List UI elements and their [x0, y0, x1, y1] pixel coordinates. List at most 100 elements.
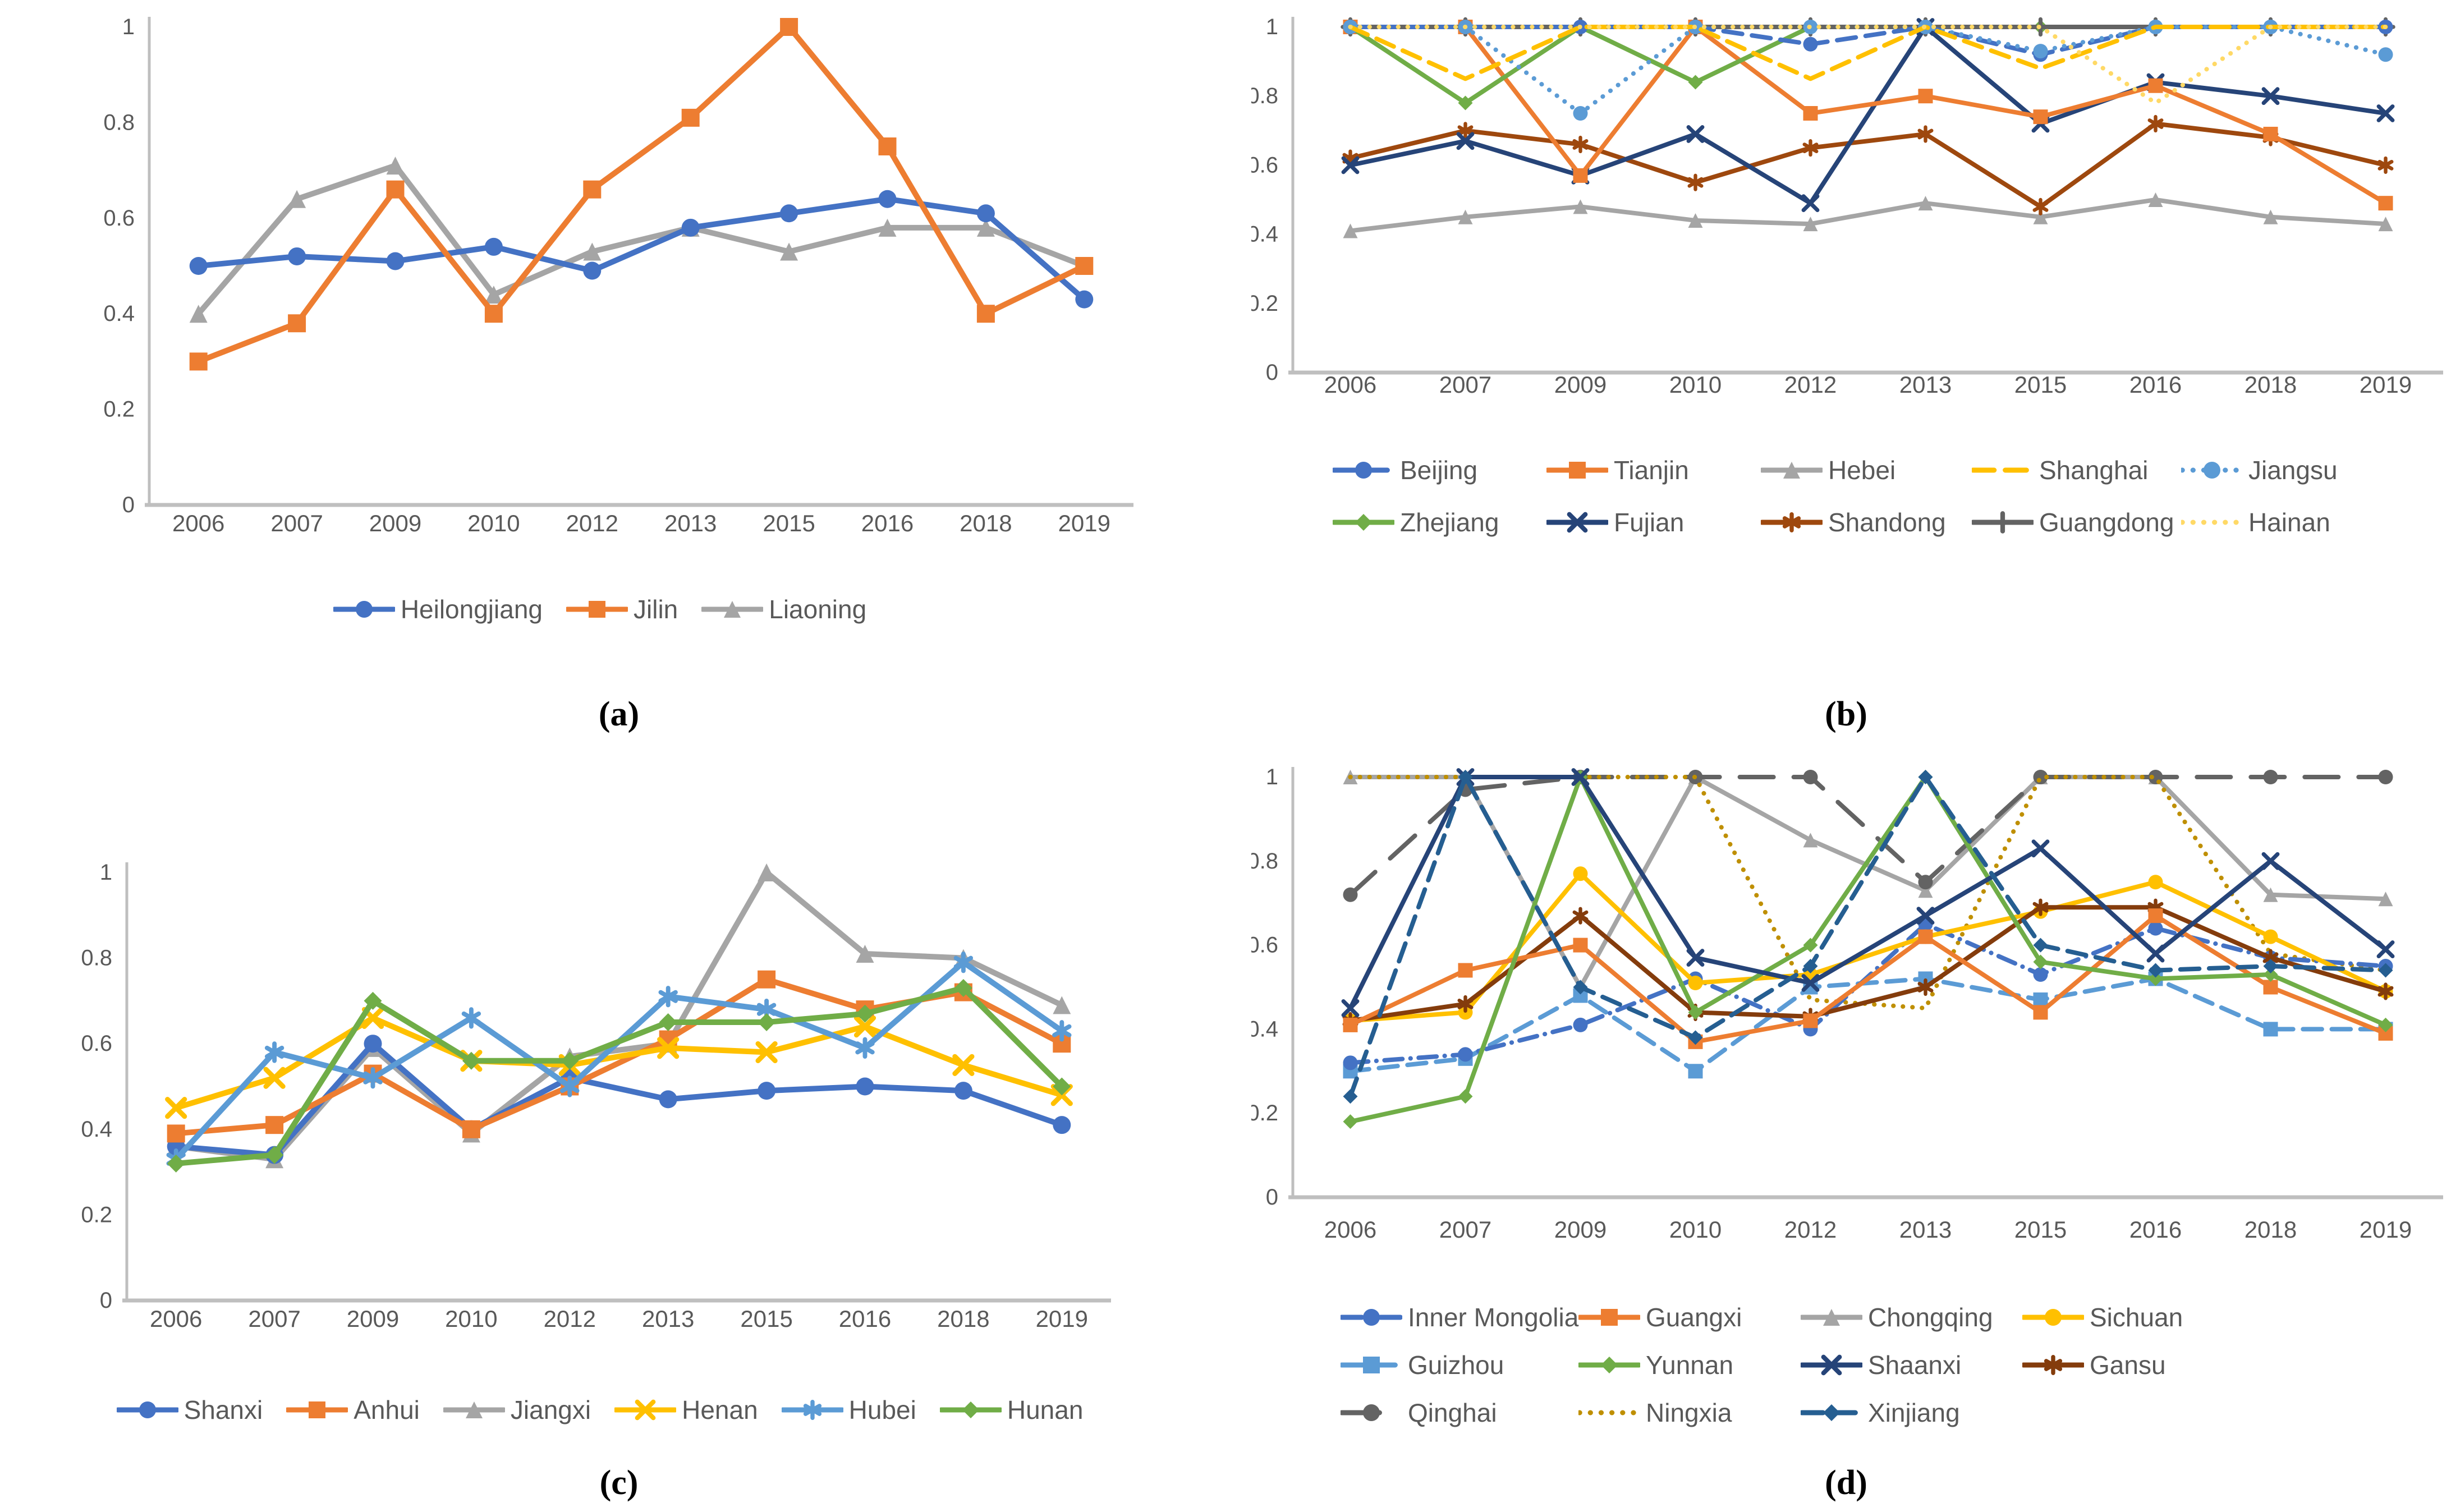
- series-guangxi-marker: [2148, 908, 2163, 923]
- x-tick-label: 2006: [150, 1306, 202, 1332]
- series-anhui-marker: [265, 1116, 284, 1134]
- series-xinjiang-marker: [1573, 980, 1588, 995]
- series-shandong-marker: [1802, 139, 1819, 157]
- caption-a: (a): [598, 695, 640, 733]
- series-yunnan-line: [1348, 775, 2388, 1124]
- series-shaanxi-marker: [1916, 907, 1935, 925]
- series-heilongjiang-marker: [288, 247, 306, 265]
- series-hubei-marker: [658, 986, 678, 1008]
- series-xinjiang-marker: [2263, 959, 2278, 974]
- x-tick-label: 2013: [642, 1306, 694, 1332]
- series-hunan-marker: [364, 991, 382, 1010]
- y-tick-label: 1: [122, 15, 135, 39]
- series-shandong-line: [1348, 121, 2388, 209]
- series-liaoning-marker: [288, 190, 306, 208]
- series-shaanxi-marker: [2031, 839, 2050, 858]
- series-liaoning-marker: [484, 286, 503, 304]
- series-hebei-marker: [1343, 223, 1358, 238]
- series-chongqing-marker: [1803, 833, 1818, 848]
- x-tick-label: 2010: [467, 510, 520, 536]
- series-jilin-marker: [1075, 257, 1094, 275]
- series-hebei-line: [1348, 197, 2388, 233]
- series-henan-marker: [755, 1041, 778, 1064]
- x-tick-label: 2009: [1554, 1216, 1607, 1243]
- series-tianjin-marker: [2378, 196, 2393, 211]
- series-heilongjiang-marker: [878, 190, 897, 208]
- series-guangxi-marker: [1803, 1013, 1818, 1028]
- series-guizhou-marker: [1688, 1064, 1703, 1079]
- caption-c: (c): [599, 1464, 639, 1502]
- series-guangxi-line: [1348, 913, 2388, 1044]
- series-hunan-marker: [265, 1146, 284, 1164]
- series-yunnan-marker: [1458, 1089, 1473, 1104]
- x-tick-label: 2007: [1439, 1216, 1491, 1243]
- y-tick-label: 0.2: [1251, 291, 1278, 316]
- series-heilongjiang-marker: [780, 204, 798, 223]
- series-yunnan-marker: [2033, 954, 2048, 969]
- series-hainan-line: [1348, 25, 2388, 105]
- x-tick-label: 2016: [2129, 1216, 2182, 1243]
- series-chongqing-marker: [1918, 883, 1933, 898]
- series-hunan-line: [173, 985, 1065, 1166]
- series-jilin-marker: [583, 180, 602, 199]
- y-tick-label: 0.8: [1251, 849, 1278, 874]
- series-sichuan-marker: [2148, 875, 2163, 890]
- series-guizhou-marker: [2263, 1022, 2278, 1037]
- series-hebei-marker: [2378, 217, 2393, 232]
- series-jiangsu-marker: [2033, 44, 2048, 59]
- series-guangxi-marker: [1343, 1017, 1358, 1032]
- series-anhui-marker: [462, 1120, 480, 1138]
- series-guangxi-marker: [2263, 980, 2278, 995]
- chart-b-svg: 1 0.8 0.6 0.4 0.2 0 2006 2007 2009 2010 2012 2013 20…: [1247, 15, 2443, 398]
- series-xinjiang-marker: [2148, 963, 2163, 978]
- series-jilin-marker: [288, 314, 306, 333]
- series-guizhou-marker: [2033, 992, 2048, 1007]
- series-hebei-marker: [2148, 192, 2163, 207]
- y-tick-label: 0.4: [81, 1117, 112, 1142]
- series-jiangxi-line: [173, 870, 1065, 1162]
- y-tick-label: 0.6: [81, 1031, 112, 1056]
- series-inner-mongolia-marker: [2033, 967, 2048, 982]
- x-tick-label: 2013: [1899, 1216, 1952, 1243]
- series-heilongjiang-marker: [386, 252, 405, 270]
- series-guangxi-marker: [1458, 963, 1473, 978]
- series-shandong-marker: [2147, 114, 2164, 133]
- series-shaanxi-marker: [1686, 949, 1705, 967]
- x-tick-label: 2007: [1439, 371, 1491, 398]
- series-xinjiang-marker: [2033, 937, 2048, 953]
- x-tick-label: 2006: [1324, 1216, 1376, 1243]
- series-hubei-marker: [461, 1007, 481, 1029]
- chart-d-plot: 1 0.8 0.6 0.4 0.2 0 2006 2007 2009 2010 2012 2013 20…: [1247, 746, 2451, 1470]
- series-shaanxi-line: [1348, 775, 2388, 1010]
- x-tick-label: 2019: [2360, 1216, 2412, 1243]
- x-tick-label: 2015: [2014, 371, 2067, 398]
- series-shanxi-marker: [856, 1077, 874, 1096]
- series-hubei-marker: [1052, 1020, 1072, 1042]
- series-shanxi-marker: [659, 1090, 677, 1109]
- y-tick-label: 0.8: [81, 946, 112, 971]
- series-inner-mongolia-marker: [2148, 921, 2163, 936]
- series-xinjiang-marker: [1688, 1030, 1703, 1045]
- series-liaoning-marker: [583, 242, 602, 261]
- series-chongqing-marker: [2263, 887, 2278, 902]
- series-xinjiang-marker: [2378, 963, 2393, 978]
- series-shandong-marker: [1917, 125, 1934, 143]
- series-shandong-marker: [1687, 173, 1704, 191]
- series-yunnan-marker: [1688, 1005, 1703, 1020]
- series-shandong-marker: [1572, 135, 1589, 154]
- x-tick-label: 2007: [270, 510, 323, 536]
- x-tick-label: 2006: [172, 510, 224, 536]
- series-shaanxi-marker: [2261, 852, 2280, 870]
- series-tianjin-line: [1348, 25, 2388, 206]
- series-jilin-marker: [878, 137, 897, 155]
- series-liaoning-marker: [189, 305, 208, 323]
- x-tick-label: 2016: [839, 1306, 891, 1332]
- series-inner-mongolia-marker: [1458, 1047, 1473, 1062]
- series-henan-marker: [165, 1097, 187, 1119]
- series-jiangxi-marker: [856, 944, 874, 963]
- series-hebei-marker: [2033, 209, 2048, 224]
- y-tick-label: 0: [1266, 1185, 1278, 1210]
- series-hunan-marker: [561, 1051, 579, 1070]
- series-hubei-marker: [363, 1067, 383, 1089]
